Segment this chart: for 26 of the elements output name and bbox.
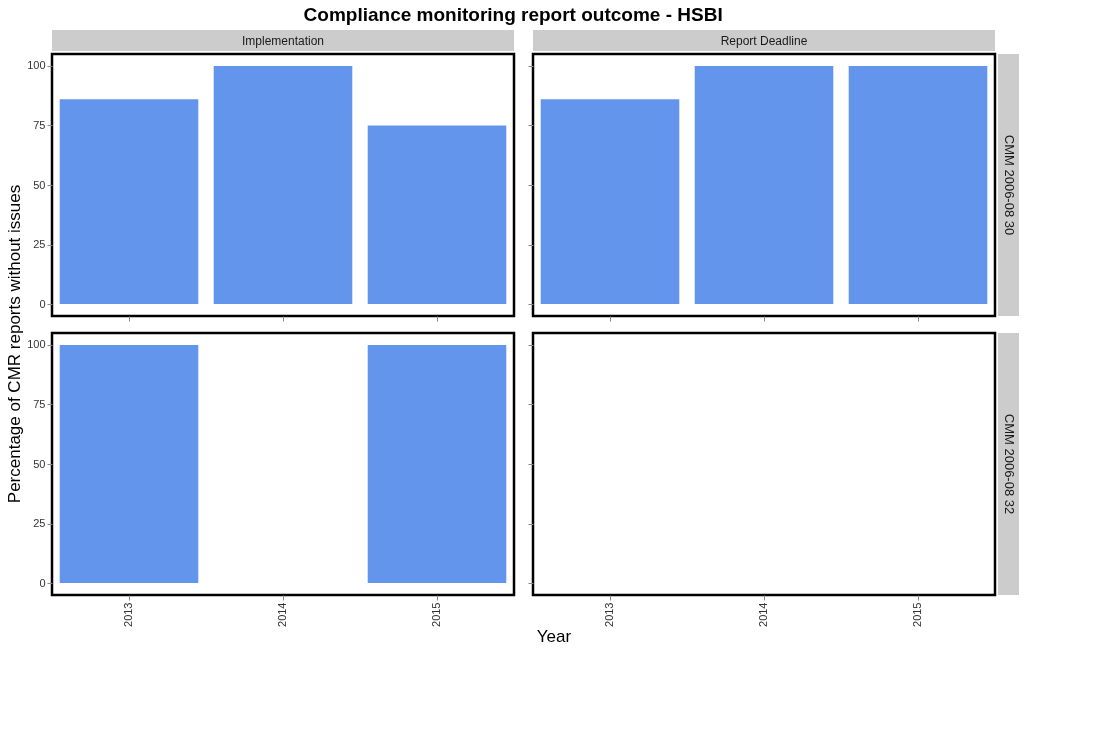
bar [59,99,199,305]
y-axis-title: Percentage of CMR reports without issues [5,184,24,504]
y-tick-label: 100 [27,59,46,72]
y-tick-label: 50 [33,457,46,470]
y-tick-label: 25 [33,517,46,530]
y-tick-label: 75 [33,118,46,131]
x-tick-label: 2014 [276,602,288,627]
x-tick-label: 2015 [911,602,923,627]
x-axis-title: Year [536,627,572,646]
y-tick-label: 50 [33,178,46,191]
x-tick-label: 2013 [603,602,615,627]
y-tick-label: 0 [39,297,46,310]
y-tick-label: 0 [39,576,46,589]
text: CMM 2006-08 30 [1001,134,1017,236]
y-tick-label: 75 [33,397,46,410]
bar [213,65,353,305]
y-tick-label: 100 [27,338,46,351]
x-tick-label: 2013 [122,602,134,627]
x-tick-label: 2015 [430,602,442,627]
text: CMM 2006-08 32 [1001,413,1017,515]
x-tick-label: 2014 [757,602,769,627]
chart-title: Compliance monitoring report outcome - HSBI [303,3,723,25]
chart-subtitle: Implementation [241,33,325,48]
chart-subtitle: Report Deadline [720,33,808,48]
y-tick-label: 25 [33,238,46,251]
bar [367,125,507,305]
